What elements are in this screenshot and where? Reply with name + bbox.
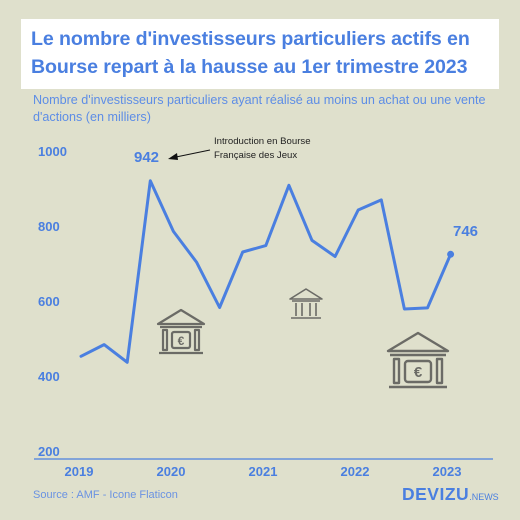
data-label-peak: 942 bbox=[134, 149, 159, 166]
annotation-line-2: Française des Jeux bbox=[214, 150, 297, 161]
y-tick-label: 600 bbox=[38, 294, 60, 309]
y-tick-label: 800 bbox=[38, 219, 60, 234]
x-tick-label: 2023 bbox=[433, 464, 462, 479]
svg-text:€: € bbox=[414, 364, 423, 381]
y-tick-label: 1000 bbox=[38, 144, 67, 159]
bank-icon bbox=[289, 288, 323, 319]
source-note: Source : AMF - Icone Flaticon bbox=[33, 489, 178, 501]
y-tick-label: 400 bbox=[38, 369, 60, 384]
y-tick-label: 200 bbox=[38, 444, 60, 459]
series-line bbox=[79, 179, 453, 364]
annotation-arrow bbox=[168, 149, 211, 160]
brand-suffix: .NEWS bbox=[469, 492, 499, 502]
x-tick-label: 2019 bbox=[65, 464, 94, 479]
data-point-last bbox=[447, 250, 455, 258]
brand-name: DEVIZU bbox=[402, 484, 470, 504]
bank-euro-icon: € bbox=[386, 331, 450, 389]
x-tick-label: 2022 bbox=[341, 464, 370, 479]
data-label-last: 746 bbox=[453, 223, 478, 240]
annotation-line-1: Introduction en Bourse bbox=[214, 136, 311, 147]
chart-subtitle: Nombre d'investisseurs particuliers ayan… bbox=[33, 93, 486, 124]
x-tick-label: 2021 bbox=[249, 464, 278, 479]
bank-euro-icon: € bbox=[156, 308, 206, 355]
x-tick-label: 2020 bbox=[157, 464, 186, 479]
brand-logo[interactable]: DEVIZU.NEWS bbox=[402, 484, 499, 505]
title-box: Le nombre d'investisseurs particuliers a… bbox=[21, 19, 499, 89]
chart-title: Le nombre d'investisseurs particuliers a… bbox=[31, 28, 470, 78]
svg-text:€: € bbox=[178, 334, 185, 348]
